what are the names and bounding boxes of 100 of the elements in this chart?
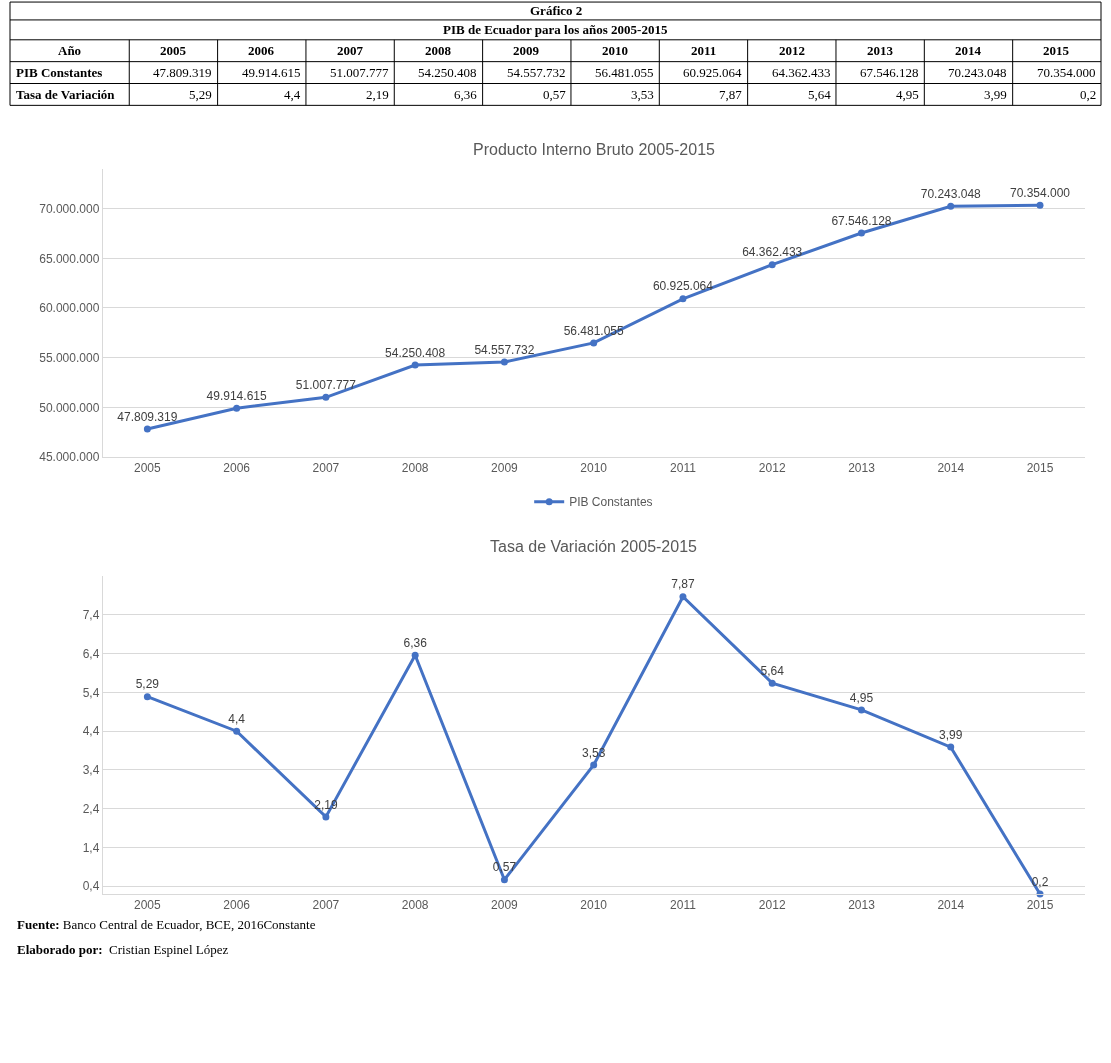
category-label: 2013 — [867, 43, 893, 58]
text: 4,95 — [896, 87, 919, 102]
point — [1036, 201, 1044, 209]
text: 51.007.777 — [295, 377, 356, 392]
data-label: 70.243.048 — [948, 65, 1007, 80]
point — [679, 295, 687, 303]
x-tick-label: 2008 — [401, 461, 429, 476]
text: 60.925.064 — [652, 279, 713, 294]
point — [857, 229, 865, 237]
point — [143, 693, 151, 701]
y-tick-label: 45.000.000 — [39, 450, 100, 465]
x-tick-label: 2014 — [937, 898, 965, 913]
x-tick-label: 2008 — [401, 898, 429, 913]
category-label: 2008 — [425, 43, 451, 58]
point — [322, 813, 330, 821]
data-label: 49.914.615 — [242, 65, 301, 80]
text: 54.557.732 — [474, 342, 535, 357]
text: PIB de Ecuador para los años 2005-2015 — [443, 22, 668, 37]
legend-label: PIB Constantes — [569, 495, 653, 510]
text: 49.914.615 — [206, 388, 267, 403]
category-label: 2005 — [160, 43, 186, 58]
text: 54.250.408 — [385, 345, 446, 360]
y-tick-label: 1,4 — [82, 840, 100, 855]
x-tick-label: 2015 — [1026, 898, 1054, 913]
category-label: 2009 — [513, 43, 539, 58]
y-tick-label: 50.000.000 — [39, 400, 100, 415]
y-tick-label: 6,4 — [82, 646, 100, 661]
y-tick-label: 0,4 — [82, 879, 100, 894]
category-label: 2007 — [337, 43, 363, 58]
text: 2,19 — [366, 87, 389, 102]
chart-title: Tasa de Variación 2005-2015 — [490, 538, 698, 555]
text: 0,2 — [1080, 87, 1097, 102]
text: 70.354.000 — [1009, 185, 1071, 200]
point — [768, 679, 776, 687]
x-tick-label: 2013 — [848, 898, 876, 913]
chart-title: Producto Interno Bruto 2005-2015 — [473, 141, 716, 158]
data-label: 7,87 — [671, 577, 695, 592]
point — [500, 876, 508, 884]
point — [411, 361, 419, 369]
data-label: 4,4 — [228, 711, 246, 726]
x-tick-label: 2012 — [758, 461, 786, 476]
text: 3,53 — [631, 87, 654, 102]
data-label: 3,99 — [939, 727, 963, 742]
point — [590, 761, 598, 769]
point — [947, 202, 955, 210]
category-label: 2010 — [602, 43, 628, 58]
text: 47.809.319 — [117, 409, 178, 424]
x-tick-label: 2012 — [758, 898, 786, 913]
x-tick-label: 2015 — [1026, 461, 1054, 476]
data-label: 47.809.319 — [153, 65, 212, 80]
point — [590, 339, 598, 347]
data-label: 64.362.433 — [772, 65, 831, 80]
data-label: 5,29 — [135, 677, 160, 692]
x-tick-label: 2007 — [312, 461, 340, 476]
point — [143, 425, 151, 433]
text: Gráfico 2 — [530, 3, 583, 18]
text: 6,36 — [454, 87, 477, 102]
data-label: 6,36 — [403, 635, 428, 650]
x-tick-label: 2013 — [848, 461, 876, 476]
data-label: 54.250.408 — [418, 65, 477, 80]
text: 5,64 — [808, 87, 831, 102]
x-tick-label: 2006 — [223, 898, 251, 913]
text: 64.362.433 — [742, 245, 803, 260]
text: 67.546.128 — [831, 213, 892, 228]
point — [857, 706, 865, 714]
x-tick-label: 2010 — [580, 898, 608, 913]
point — [411, 651, 419, 659]
data-label: 56.481.055 — [595, 65, 654, 80]
data-label: 51.007.777 — [330, 65, 389, 80]
text: 0,57 — [543, 87, 566, 102]
data-label: 70.354.000 — [1037, 65, 1096, 80]
y-tick-label: 65.000.000 — [39, 251, 100, 266]
data-label: 4,95 — [849, 690, 874, 705]
point — [322, 393, 330, 401]
text: PIB Constantes — [16, 65, 103, 80]
x-tick-label: 2009 — [491, 898, 519, 913]
text: 3,99 — [984, 87, 1007, 102]
x-tick-label: 2007 — [312, 898, 340, 913]
x-tick-label: 2011 — [670, 898, 697, 913]
text: 5,29 — [189, 87, 212, 102]
data-label: 60.925.064 — [683, 65, 742, 80]
point — [233, 727, 241, 735]
text: Tasa de Variación — [16, 87, 116, 102]
category-label: 2014 — [955, 43, 981, 58]
y-tick-label: 60.000.000 — [39, 301, 100, 316]
y-tick-label: 2,4 — [82, 801, 100, 816]
category-label: 2011 — [691, 43, 717, 58]
y-tick-label: 7,4 — [82, 608, 100, 623]
y-tick-label: 5,4 — [82, 685, 100, 700]
x-tick-label: 2005 — [134, 461, 162, 476]
text: 4,4 — [284, 87, 301, 102]
category-label: 2006 — [248, 43, 274, 58]
category-label: 2012 — [779, 43, 805, 58]
source-note: Fuente: Banco Central de Ecuador, BCE, 2016Constante — [17, 917, 316, 932]
point — [768, 261, 776, 269]
point — [947, 743, 955, 751]
point — [679, 593, 687, 601]
point — [500, 358, 508, 366]
x-tick-label: 2010 — [580, 461, 608, 476]
y-tick-label: 4,4 — [82, 724, 100, 739]
